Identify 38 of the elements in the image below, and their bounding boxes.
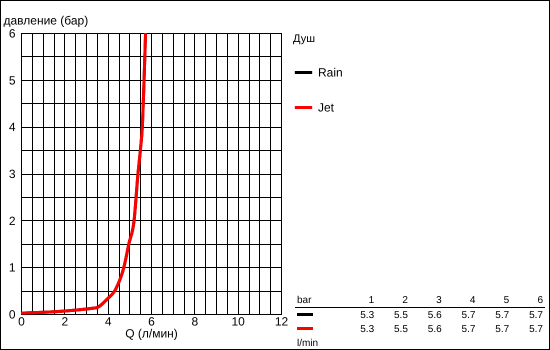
text: 5.7 <box>460 308 476 322</box>
text: 5.7 <box>460 322 476 336</box>
y-axis-title: давление (бар) <box>4 14 88 28</box>
y-tick-label: 6 <box>8 26 16 40</box>
text: 1 <box>342 293 376 308</box>
y-tick-label: 3 <box>8 167 16 181</box>
legend-label: Rain <box>318 66 343 80</box>
text: 5.6 <box>426 308 443 322</box>
text: 5.7 <box>528 308 544 322</box>
legend-title: Душ <box>293 33 316 45</box>
y-tick-label: 2 <box>8 214 16 228</box>
text: 5.5 <box>393 322 409 336</box>
text: 5.3 <box>359 322 376 336</box>
text: 5.7 <box>494 308 510 322</box>
x-tick-label: 8 <box>191 314 198 328</box>
y-tick-label: 1 <box>8 260 16 275</box>
y-tick-label: 4 <box>8 120 16 134</box>
x-tick-label: 10 <box>231 314 246 328</box>
x-axis-title: Q (л/мин) <box>125 326 178 340</box>
text: 5.6 <box>426 322 443 336</box>
text: 5.3 <box>359 308 376 322</box>
x-tick-label: 2 <box>61 314 68 328</box>
text: 5.7 <box>494 322 510 336</box>
text: 5.5 <box>393 308 409 322</box>
text: bar <box>295 293 342 308</box>
text: l/min <box>296 336 320 350</box>
y-tick-label: 5 <box>8 73 16 88</box>
x-tick-label: 0 <box>18 314 26 328</box>
text: 6 <box>511 293 545 308</box>
x-tick-label: 4 <box>104 314 112 328</box>
text: 5.7 <box>528 322 544 336</box>
text: 3 <box>410 293 444 308</box>
x-tick-label: 12 <box>274 314 288 328</box>
x-tick-label: 6 <box>148 314 156 328</box>
legend-label: Jet <box>318 100 335 114</box>
text: 4 <box>444 293 478 308</box>
text: 2 <box>376 293 410 308</box>
text: 5 <box>477 293 512 308</box>
